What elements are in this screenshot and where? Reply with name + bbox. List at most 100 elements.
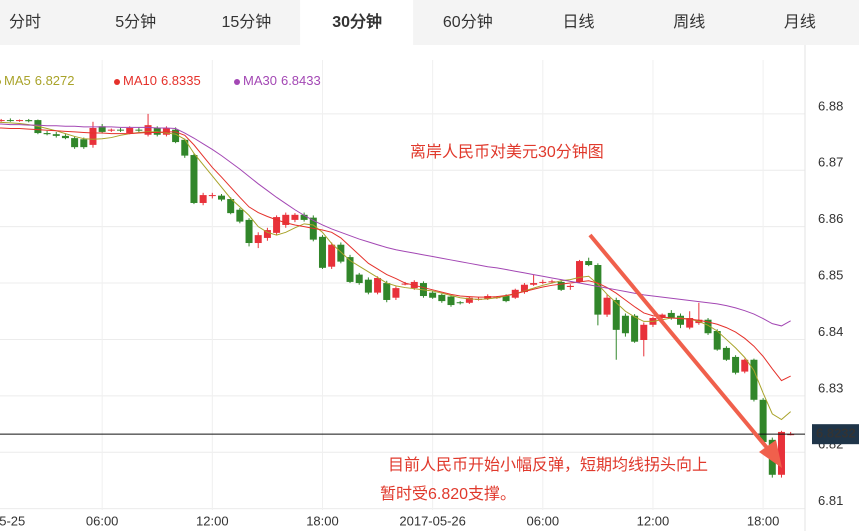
tab-bar — [0, 0, 859, 45]
tab[interactable]: 15分钟 — [221, 13, 271, 31]
candle-body — [677, 315, 684, 325]
candle-body — [282, 214, 290, 225]
candle-body — [172, 129, 180, 143]
candle-body — [557, 281, 565, 290]
candle-body — [759, 399, 767, 443]
candle-body — [658, 314, 666, 319]
x-tick-label: 12:00 — [196, 513, 229, 528]
candle-body — [438, 294, 446, 302]
legend-label: MA10 6.8335 — [123, 73, 201, 88]
candle-body — [640, 324, 648, 341]
y-tick-label: 6.83 — [818, 380, 843, 395]
ma-line — [0, 121, 791, 421]
candle-body — [594, 265, 602, 315]
tab[interactable]: 日线 — [562, 13, 594, 31]
x-tick-label: 06:00 — [527, 513, 560, 528]
candle-body — [383, 283, 391, 300]
candle-body — [777, 431, 785, 475]
ma-line — [0, 123, 791, 327]
candle-body — [548, 281, 556, 283]
tab[interactable]: 5分钟 — [115, 13, 156, 31]
legend-dot — [114, 79, 120, 85]
candle-body — [126, 127, 134, 134]
legend-label: MA30 6.8433 — [243, 73, 321, 88]
candle-body — [43, 133, 51, 135]
y-tick-label: 6.85 — [818, 267, 843, 282]
candle-body — [456, 302, 464, 304]
active-tab-bg — [300, 0, 414, 45]
candle-body — [25, 120, 33, 122]
tab[interactable]: 60分钟 — [443, 13, 493, 31]
candle-body — [80, 139, 88, 148]
candle-body — [585, 261, 593, 266]
y-tick-label: 6.87 — [818, 155, 843, 170]
candle-body — [52, 134, 60, 136]
candle-body — [89, 127, 97, 145]
candle-body — [392, 288, 400, 298]
y-tick-label: 6.88 — [818, 98, 843, 113]
arrow-head — [759, 440, 782, 468]
legend-dot — [234, 79, 240, 85]
candle-body — [631, 315, 639, 342]
candle-body — [208, 195, 216, 197]
trend-arrow — [588, 233, 770, 451]
candle-body — [429, 292, 437, 298]
candle-body — [245, 219, 253, 244]
annotation: 目前人民币开始小幅反弹，短期均线拐头向上 — [388, 456, 708, 474]
ma-line — [0, 127, 791, 382]
candle-body — [199, 195, 207, 203]
legend-label: MA5 6.8272 — [4, 73, 75, 88]
candle-body — [401, 283, 409, 285]
candle-body — [0, 120, 5, 122]
candle-body — [603, 297, 611, 315]
y-tick-label: 6.84 — [818, 324, 843, 339]
x-tick-label: 18:00 — [306, 513, 339, 528]
legend-name: MA10 — [123, 73, 157, 88]
candle-body — [667, 312, 675, 319]
candle-body — [520, 284, 528, 293]
candle-body — [263, 230, 271, 238]
candle-body — [566, 285, 574, 287]
candle-body — [732, 356, 740, 373]
candle-body — [71, 138, 79, 148]
annotation: 暂时受6.820支撑。 — [380, 485, 516, 503]
last-price-label: 6.8232 — [816, 426, 856, 441]
legend-value: 6.8335 — [161, 73, 201, 88]
x-tick-label: 2017-05-25 — [0, 513, 25, 528]
tab[interactable]: 周线 — [673, 13, 705, 31]
candle-body — [190, 155, 198, 203]
candle-body — [227, 199, 235, 214]
candle-body — [16, 120, 24, 122]
tab[interactable]: 30分钟 — [332, 12, 382, 31]
chart-title: 离岸人民币对美元30分钟图 — [410, 143, 604, 161]
candle-body — [530, 283, 538, 285]
candle-body — [722, 347, 730, 360]
candle-body — [704, 319, 712, 334]
candle-body — [135, 129, 143, 131]
tab[interactable]: 月线 — [784, 13, 816, 31]
candle-body — [107, 129, 115, 131]
candle-body — [447, 296, 455, 306]
y-tick-label: 6.86 — [818, 211, 843, 226]
candle-body — [750, 359, 758, 400]
candle-body — [162, 127, 170, 135]
x-tick-label: 18:00 — [747, 513, 780, 528]
candle-body — [328, 244, 336, 267]
candle-body — [355, 274, 363, 284]
candle-body — [254, 235, 262, 244]
tab[interactable]: 分时 — [9, 13, 41, 31]
candle-body — [465, 297, 473, 303]
candle-body — [621, 315, 629, 334]
legend-value: 6.8272 — [35, 73, 75, 88]
candle-body — [218, 195, 225, 200]
x-tick-label: 2017-05-26 — [399, 513, 466, 528]
candle-body — [502, 296, 510, 302]
candle-body — [713, 330, 721, 350]
x-tick-label: 12:00 — [637, 513, 670, 528]
legend-dot — [0, 79, 1, 85]
candle-body — [98, 126, 106, 132]
last-price-box — [812, 424, 859, 445]
candle-body — [374, 277, 382, 293]
